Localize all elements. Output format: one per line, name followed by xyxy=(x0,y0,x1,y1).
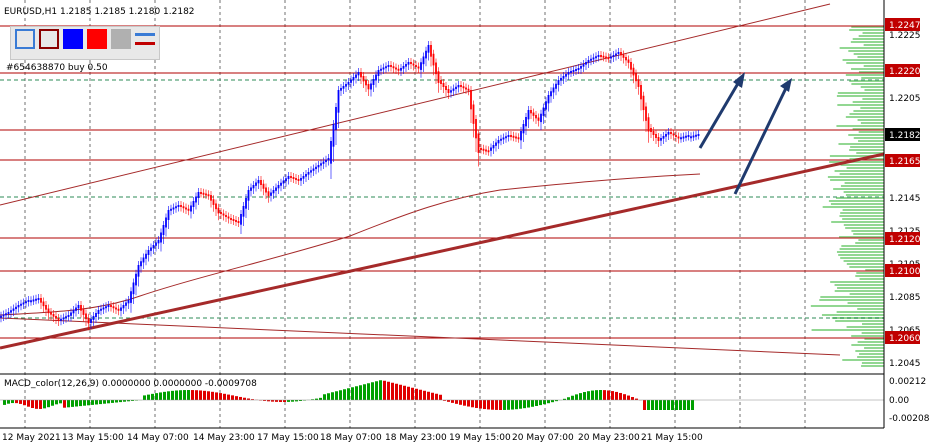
current-price-badge xyxy=(885,128,920,141)
time-label: 17 May 15:00 xyxy=(257,433,319,443)
time-label: 14 May 23:00 xyxy=(193,433,255,443)
time-axis: 12 May 2021 13 May 15:00 14 May 07:00 14… xyxy=(2,433,703,443)
outline-square-icon[interactable] xyxy=(15,29,35,49)
time-label: 14 May 07:00 xyxy=(127,433,189,443)
level-badge-text: 1.2120 xyxy=(889,235,921,245)
time-label: 12 May 2021 xyxy=(2,433,61,443)
level-badge-text: 1.2100 xyxy=(889,267,921,277)
level-badge-text: 1.2247 xyxy=(889,21,921,31)
volume-profile xyxy=(810,26,884,367)
price-tick: 1.2205 xyxy=(889,94,921,104)
line-style-icon[interactable] xyxy=(135,29,155,49)
time-label: 13 May 15:00 xyxy=(62,433,124,443)
candles xyxy=(0,41,700,331)
price-axis: 1.2225 1.2205 1.2145 1.2125 1.2105 1.208… xyxy=(883,0,930,428)
level-badge xyxy=(885,154,920,167)
time-label: 20 May 23:00 xyxy=(578,433,640,443)
level-badge xyxy=(885,232,920,245)
horizontal-levels xyxy=(0,25,884,339)
level-badge xyxy=(885,264,920,277)
price-tick: 1.2085 xyxy=(889,293,921,303)
level-badge xyxy=(885,18,920,31)
time-label: 19 May 15:00 xyxy=(449,433,511,443)
grid xyxy=(24,0,806,428)
price-tick: 1.2225 xyxy=(889,31,921,41)
level-badge-text: 1.2165 xyxy=(889,157,921,167)
price-tick: 1.2045 xyxy=(889,359,921,369)
time-label: 20 May 07:00 xyxy=(512,433,574,443)
red-square-icon[interactable] xyxy=(87,29,107,49)
macd-label: MACD_color(12,26,9) 0.0000000 0.0000000 … xyxy=(4,379,257,389)
trend-lines xyxy=(0,3,885,356)
macd-tick: 0.00212 xyxy=(889,377,926,387)
time-label: 18 May 23:00 xyxy=(385,433,447,443)
order-label: #654638870 buy 0.50 xyxy=(6,63,108,73)
blue-square-icon[interactable] xyxy=(63,29,83,49)
current-price-text: 1.2182 xyxy=(889,131,921,141)
gray-square-icon[interactable] xyxy=(111,29,131,49)
price-tick: 1.2145 xyxy=(889,194,921,204)
level-badge-text: 1.2060 xyxy=(889,334,921,344)
macd-histogram xyxy=(0,380,884,410)
time-label: 18 May 07:00 xyxy=(320,433,382,443)
macd-tick: 0.00 xyxy=(889,396,909,406)
symbol-info: EURUSD,H1 1.2185 1.2185 1.2180 1.2182 xyxy=(4,7,195,17)
level-badge xyxy=(885,64,920,77)
level-badge-text: 1.2220 xyxy=(889,67,921,77)
drawing-toolbar xyxy=(10,26,160,60)
time-label: 21 May 15:00 xyxy=(641,433,703,443)
level-badge xyxy=(885,331,920,344)
dark-red-outline-square-icon[interactable] xyxy=(39,29,59,49)
arrows xyxy=(698,72,792,195)
macd-tick: -0.00208 xyxy=(889,414,930,424)
